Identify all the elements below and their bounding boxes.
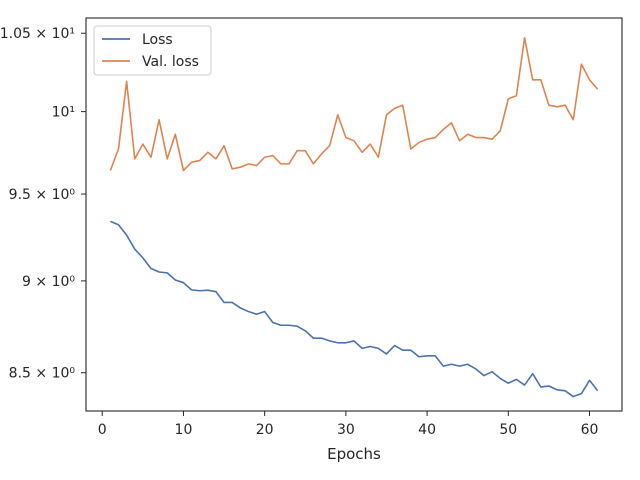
x-axis-label: Epochs bbox=[327, 445, 381, 463]
x-axis: 0 10 20 30 40 50 60 bbox=[98, 411, 599, 438]
y-axis: 8.5 × 10⁰ 9 × 10⁰ 9.5 × 10⁰ 10¹ 1.05 × 10¹ bbox=[0, 26, 86, 382]
x-tick-label: 50 bbox=[499, 422, 517, 438]
x-tick-label: 60 bbox=[581, 422, 599, 438]
series-layer bbox=[109, 37, 599, 398]
x-tick-label: 0 bbox=[98, 422, 107, 438]
y-tick-label: 9.5 × 10⁰ bbox=[9, 187, 76, 203]
x-tick-label: 40 bbox=[418, 422, 436, 438]
x-tick-label: 30 bbox=[337, 422, 355, 438]
y-tick-label: 9 × 10⁰ bbox=[22, 274, 75, 290]
y-tick-label: 10¹ bbox=[52, 105, 75, 121]
legend-label-loss: Loss bbox=[142, 32, 173, 48]
legend-label-val-loss: Val. loss bbox=[142, 54, 199, 70]
series-line-loss bbox=[110, 220, 599, 398]
series-line-val-loss bbox=[109, 37, 599, 172]
y-tick-label: 1.05 × 10¹ bbox=[0, 26, 75, 42]
y-tick-label: 8.5 × 10⁰ bbox=[9, 366, 76, 382]
plot-frame bbox=[85, 17, 623, 412]
x-tick-label: 20 bbox=[256, 422, 274, 438]
x-tick-label: 10 bbox=[175, 422, 193, 438]
legend: Loss Val. loss bbox=[93, 25, 212, 76]
